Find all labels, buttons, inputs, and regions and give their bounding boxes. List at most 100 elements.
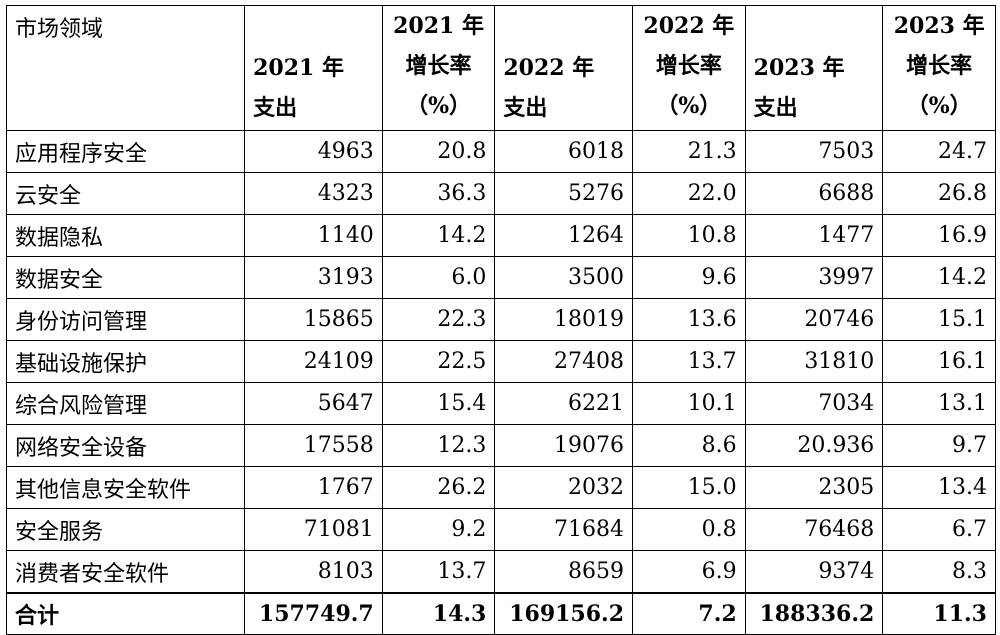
cell-spend-2021: 5647 <box>244 382 383 425</box>
header-market-segment: 市场领域 <box>5 5 246 131</box>
cell-spend-2023: 1477 <box>744 214 884 257</box>
cell-growth-2023: 14.2 <box>882 256 996 299</box>
cell-spend-2023: 20.936 <box>744 424 884 467</box>
cell-spend-2021: 4963 <box>244 130 383 173</box>
cell-growth-2021: 36.3 <box>381 172 496 215</box>
cell-spend-2022: 8659 <box>494 550 634 594</box>
cell-growth-2023: 13.1 <box>882 382 996 425</box>
table-row: 其他信息安全软件 1767 26.2 2032 15.0 2305 13.4 <box>5 466 996 509</box>
cell-growth-2023: 15.1 <box>882 298 996 341</box>
table-row: 云安全 4323 36.3 5276 22.0 6688 26.8 <box>5 172 996 215</box>
cell-spend-2023: 188336.2 <box>744 592 884 635</box>
cell-growth-2021: 14.2 <box>381 214 496 257</box>
cell-growth-2022: 9.6 <box>632 256 746 299</box>
table-row: 基础设施保护 24109 22.5 27408 13.7 31810 16.1 <box>5 340 996 383</box>
header-2023-growth: 2023 年 增长率 （%） <box>882 5 996 131</box>
cell-spend-2022: 3500 <box>494 256 634 299</box>
cell-growth-2022: 7.2 <box>632 592 746 635</box>
cell-growth-2021: 22.5 <box>381 340 496 383</box>
cell-growth-2021: 26.2 <box>381 466 496 509</box>
cell-spend-2022: 5276 <box>494 172 634 215</box>
cell-spend-2022: 18019 <box>494 298 634 341</box>
cell-spend-2021: 71081 <box>244 508 383 551</box>
cell-spend-2022: 27408 <box>494 340 634 383</box>
header-row: 市场领域 2021 年 支出 2021 年 增长率 （%） 2022 年 支出 … <box>5 5 996 131</box>
table-body: 应用程序安全 4963 20.8 6018 21.3 7503 24.7 云安全 4323 36.… <box>5 130 996 635</box>
table-row: 身份访问管理 15865 22.3 18019 13.6 20746 15.1 <box>5 298 996 341</box>
table-row: 安全服务 71081 9.2 71684 0.8 76468 6.7 <box>5 508 996 551</box>
cell-growth-2021: 22.3 <box>381 298 496 341</box>
cell-spend-2022: 6018 <box>494 130 634 173</box>
cell-spend-2021: 8103 <box>244 550 383 594</box>
cell-spend-2023: 76468 <box>744 508 884 551</box>
cell-spend-2023: 31810 <box>744 340 884 383</box>
cell-growth-2021: 9.2 <box>381 508 496 551</box>
cell-spend-2021: 17558 <box>244 424 383 467</box>
cell-market-segment: 云安全 <box>5 172 246 215</box>
table-row: 综合风险管理 5647 15.4 6221 10.1 7034 13.1 <box>5 382 996 425</box>
cell-growth-2021: 12.3 <box>381 424 496 467</box>
cell-growth-2022: 13.7 <box>632 340 746 383</box>
cell-market-segment: 合计 <box>5 592 246 635</box>
cell-growth-2022: 6.9 <box>632 550 746 594</box>
cell-spend-2021: 1140 <box>244 214 383 257</box>
cell-growth-2021: 14.3 <box>381 592 496 635</box>
cell-growth-2022: 0.8 <box>632 508 746 551</box>
cell-growth-2022: 13.6 <box>632 298 746 341</box>
cell-spend-2023: 3997 <box>744 256 884 299</box>
table-row: 数据安全 3193 6.0 3500 9.6 3997 14.2 <box>5 256 996 299</box>
cell-growth-2023: 11.3 <box>882 592 996 635</box>
cell-spend-2021: 3193 <box>244 256 383 299</box>
cell-spend-2022: 169156.2 <box>494 592 634 635</box>
cell-spend-2023: 7034 <box>744 382 884 425</box>
cell-market-segment: 消费者安全软件 <box>5 550 246 594</box>
header-2021-spend: 2021 年 支出 <box>244 5 383 131</box>
cell-growth-2022: 10.8 <box>632 214 746 257</box>
cell-spend-2023: 7503 <box>744 130 884 173</box>
cell-spend-2023: 6688 <box>744 172 884 215</box>
cell-spend-2022: 2032 <box>494 466 634 509</box>
cell-spend-2022: 71684 <box>494 508 634 551</box>
cell-spend-2021: 4323 <box>244 172 383 215</box>
header-2022-growth: 2022 年 增长率 （%） <box>632 5 746 131</box>
cell-market-segment: 应用程序安全 <box>5 130 246 173</box>
cell-growth-2021: 6.0 <box>381 256 496 299</box>
security-spending-table: 市场领域 2021 年 支出 2021 年 增长率 （%） 2022 年 支出 … <box>5 5 996 635</box>
cell-spend-2022: 1264 <box>494 214 634 257</box>
cell-spend-2021: 24109 <box>244 340 383 383</box>
cell-market-segment: 安全服务 <box>5 508 246 551</box>
cell-growth-2023: 9.7 <box>882 424 996 467</box>
cell-growth-2023: 6.7 <box>882 508 996 551</box>
cell-growth-2021: 15.4 <box>381 382 496 425</box>
cell-spend-2021: 1767 <box>244 466 383 509</box>
header-2021-growth: 2021 年 增长率 （%） <box>381 5 496 131</box>
cell-spend-2022: 19076 <box>494 424 634 467</box>
table-row: 网络安全设备 17558 12.3 19076 8.6 20.936 9.7 <box>5 424 996 467</box>
cell-growth-2021: 13.7 <box>381 550 496 594</box>
cell-spend-2023: 2305 <box>744 466 884 509</box>
cell-spend-2023: 9374 <box>744 550 884 594</box>
cell-market-segment: 数据隐私 <box>5 214 246 257</box>
cell-growth-2022: 10.1 <box>632 382 746 425</box>
cell-growth-2022: 15.0 <box>632 466 746 509</box>
cell-market-segment: 身份访问管理 <box>5 298 246 341</box>
cell-spend-2021: 157749.7 <box>244 592 383 635</box>
cell-growth-2023: 24.7 <box>882 130 996 173</box>
header-2022-spend: 2022 年 支出 <box>494 5 634 131</box>
cell-spend-2021: 15865 <box>244 298 383 341</box>
cell-growth-2021: 20.8 <box>381 130 496 173</box>
total-row: 合计 157749.7 14.3 169156.2 7.2 188336.2 11.3 <box>5 592 996 635</box>
cell-market-segment: 综合风险管理 <box>5 382 246 425</box>
cell-growth-2023: 16.1 <box>882 340 996 383</box>
cell-growth-2022: 8.6 <box>632 424 746 467</box>
cell-growth-2022: 22.0 <box>632 172 746 215</box>
cell-market-segment: 网络安全设备 <box>5 424 246 467</box>
cell-spend-2023: 20746 <box>744 298 884 341</box>
header-2023-spend: 2023 年 支出 <box>744 5 884 131</box>
cell-growth-2023: 16.9 <box>882 214 996 257</box>
cell-growth-2023: 26.8 <box>882 172 996 215</box>
cell-market-segment: 基础设施保护 <box>5 340 246 383</box>
cell-spend-2022: 6221 <box>494 382 634 425</box>
table-row: 消费者安全软件 8103 13.7 8659 6.9 9374 8.3 <box>5 550 996 594</box>
cell-growth-2023: 8.3 <box>882 550 996 594</box>
